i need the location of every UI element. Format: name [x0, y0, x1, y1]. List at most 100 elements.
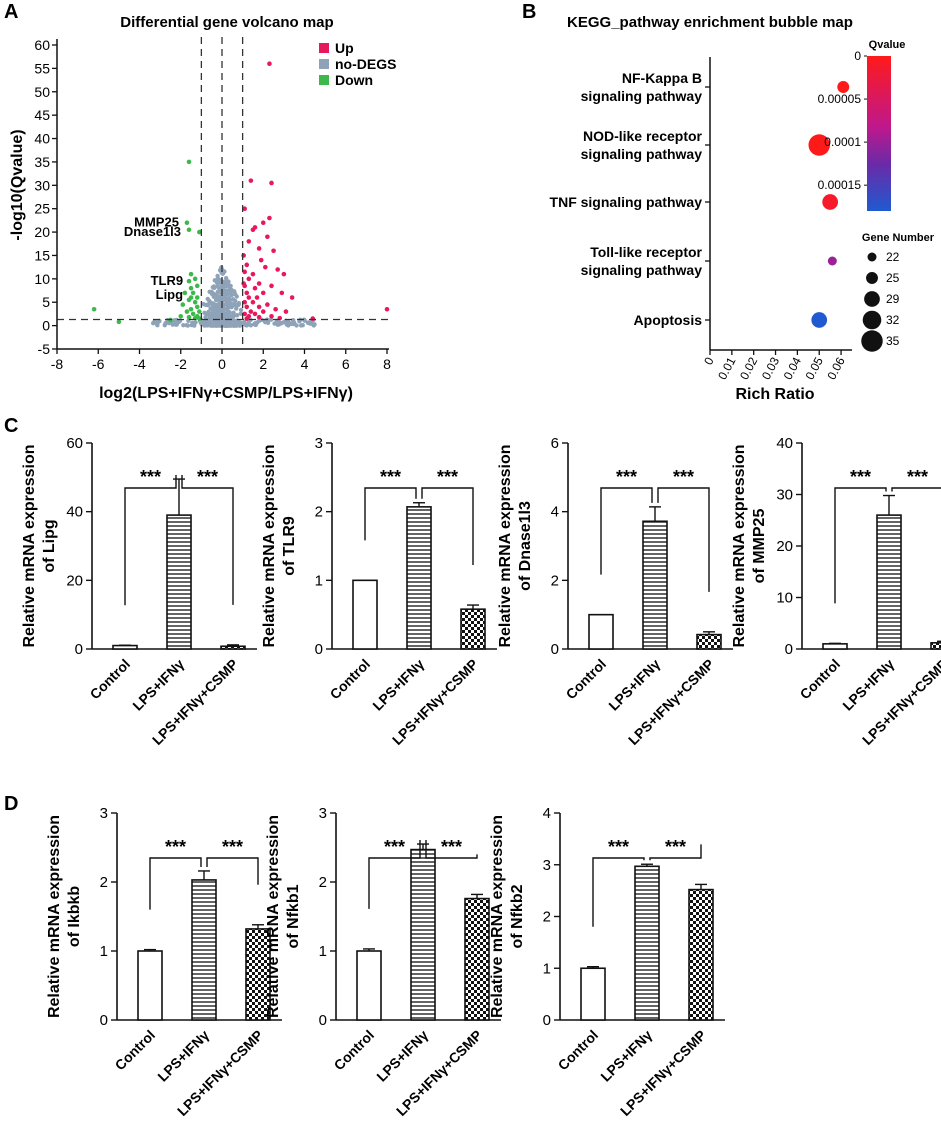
- point-no-deg: [234, 313, 240, 318]
- bar-y-title: Relative mRNA expression: [731, 444, 748, 647]
- point-no-deg: [224, 298, 230, 303]
- size-legend-title: Gene Number: [862, 232, 935, 244]
- category-label: Control: [327, 656, 374, 703]
- y-tick-label: 35: [34, 154, 50, 170]
- point-down: [186, 314, 192, 320]
- bar-lps-ifng: [191, 879, 217, 1021]
- bar-chart-tlr9: 0 1 2 3 Relative mRNA expression of TLR9 Contr…: [261, 435, 497, 748]
- bar-y-title: Relative mRNA expression: [265, 815, 282, 1018]
- bar-control: [822, 643, 848, 650]
- volcano-legend: Up no-DEGS Down: [319, 40, 396, 88]
- point-no-deg: [217, 267, 223, 273]
- volcano-y-ticks: -5 0 5 10 15 20 25 30 35 40 45 50 55 60: [34, 37, 57, 357]
- point-down: [186, 227, 192, 233]
- point-up: [254, 295, 260, 300]
- point-no-deg: [265, 320, 271, 326]
- point-no-deg: [272, 321, 277, 326]
- point-up: [269, 283, 274, 289]
- bar-lps-ifng: [876, 514, 902, 650]
- point-up: [246, 276, 252, 282]
- kegg-x-tick-label: 0: [701, 355, 717, 368]
- bar-lps-ifng-csmp: [220, 645, 246, 650]
- pathway-bubble: [827, 256, 837, 266]
- size-legend-label: 35: [886, 334, 900, 348]
- point-no-deg: [207, 314, 213, 319]
- bar-lps-ifng: [634, 865, 660, 1021]
- gene-label: Dnase1l3: [124, 224, 181, 239]
- point-no-deg: [208, 318, 213, 324]
- volcano-x-ticks: -8 -6 -4 -2 0 2 4 6 8: [51, 349, 391, 372]
- bar-lps-ifng-csmp: [696, 633, 722, 650]
- significance-stars: ***: [384, 837, 405, 857]
- point-down: [182, 290, 188, 296]
- bar-lps-ifng-csmp: [464, 897, 490, 1021]
- significance-stars: ***: [140, 467, 161, 487]
- point-no-deg: [312, 322, 317, 327]
- point-up: [260, 290, 266, 296]
- bar-y-tick-label: 1: [543, 960, 551, 977]
- bar-lps-ifng: [166, 514, 192, 650]
- point-up: [269, 180, 274, 186]
- point-no-deg: [231, 313, 236, 318]
- point-no-deg: [233, 302, 238, 308]
- y-tick-label: 60: [34, 37, 50, 53]
- point-up: [244, 290, 250, 296]
- point-no-deg: [225, 302, 230, 308]
- point-up: [258, 257, 264, 263]
- point-up: [246, 239, 252, 244]
- kegg-x-ticks: 00.010.020.030.040.050.06: [701, 350, 848, 382]
- bar-control: [352, 579, 378, 650]
- point-up: [256, 246, 262, 251]
- point-no-deg: [253, 320, 258, 326]
- bar-y-title: Relative mRNA expression: [46, 815, 63, 1018]
- point-no-deg: [192, 320, 197, 326]
- point-no-deg: [229, 304, 234, 309]
- bar-control: [137, 950, 163, 1021]
- kegg-x-label: Rich Ratio: [735, 386, 814, 403]
- point-up: [252, 285, 258, 291]
- category-label: LPS+IFNγ: [839, 656, 897, 714]
- bar-y-title-gene: of Lipg: [41, 519, 58, 572]
- category-label: LPS+IFNγ: [373, 1027, 431, 1085]
- bar-lps-ifng-csmp: [688, 888, 714, 1021]
- bar-y-tick-label: 0: [785, 641, 793, 658]
- point-down: [197, 316, 202, 321]
- category-label: LPS+IFNγ: [129, 656, 187, 714]
- point-no-deg: [216, 277, 221, 282]
- significance-bracket: [181, 475, 234, 605]
- point-up: [242, 269, 247, 275]
- point-up: [256, 314, 262, 320]
- bar-lps-ifng: [410, 848, 436, 1021]
- point-no-deg: [223, 276, 229, 281]
- kegg-pathway-labels: NF-Kappa B signaling pathway NOD-like rece…: [550, 70, 703, 328]
- point-no-deg: [163, 320, 168, 326]
- point-up: [260, 309, 266, 314]
- legend-swatch-nodeg: [319, 59, 329, 69]
- colorbar-tick-label: 0: [854, 49, 861, 63]
- significance-stars: ***: [380, 467, 401, 487]
- significance-bracket: [425, 840, 478, 859]
- point-no-deg: [222, 269, 227, 274]
- point-down: [188, 271, 194, 277]
- point-no-deg: [203, 314, 208, 320]
- bar-y-tick-label: 0: [543, 1012, 551, 1029]
- point-no-deg: [150, 321, 156, 326]
- point-up: [250, 271, 256, 277]
- bar-y-tick-label: 0: [100, 1012, 108, 1029]
- significance-bracket: [657, 487, 710, 592]
- point-no-deg: [226, 309, 231, 315]
- colorbar-tick-label: 0.00015: [818, 178, 862, 192]
- panel-label-d: D: [4, 793, 18, 815]
- point-up: [242, 206, 247, 211]
- point-no-deg: [184, 323, 189, 328]
- significance-bracket: [124, 475, 177, 606]
- point-up: [248, 178, 254, 183]
- bar-y-title-gene: of Dnase1l3: [517, 501, 534, 591]
- point-no-deg: [238, 311, 244, 316]
- pathway-label: NF-Kappa B: [622, 70, 702, 86]
- significance-bracket: [149, 857, 202, 910]
- gene-label: MMP25: [134, 215, 179, 230]
- point-no-deg: [215, 289, 221, 294]
- bar-y-title-gene: of Ikbkb: [66, 886, 83, 948]
